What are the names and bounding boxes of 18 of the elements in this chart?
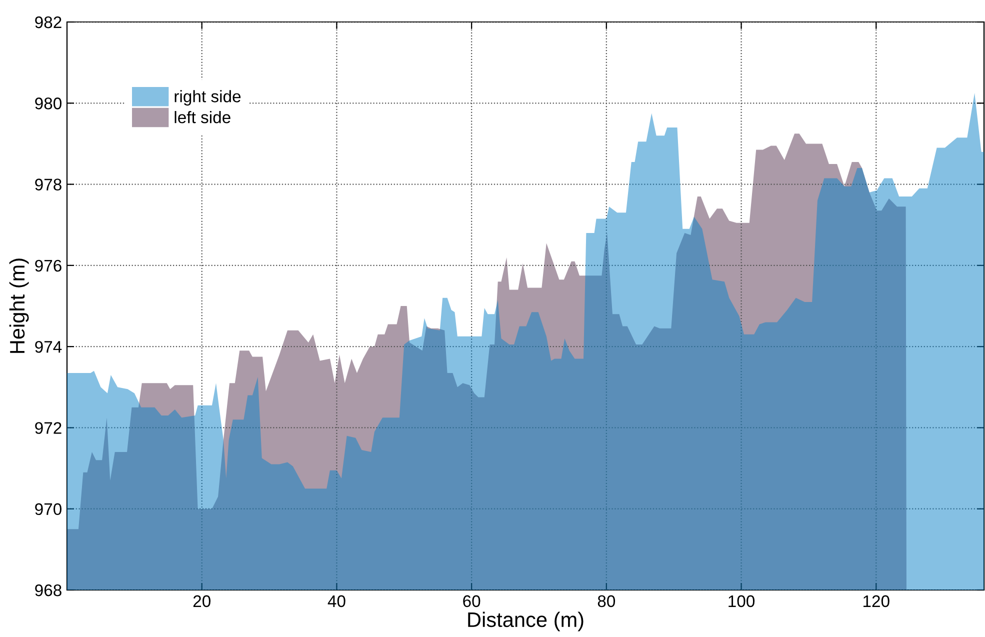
legend-label: left side bbox=[174, 111, 230, 124]
x-tick-label: 100 bbox=[728, 595, 755, 608]
x-axis-title: Distance (m) bbox=[468, 612, 584, 632]
x-tick-label: 40 bbox=[328, 595, 346, 608]
y-tick-label: 974 bbox=[35, 340, 62, 353]
y-tick-label: 972 bbox=[35, 422, 62, 434]
y-tick-label: 982 bbox=[35, 16, 62, 28]
x-tick-label: 120 bbox=[864, 595, 890, 608]
x-tick-label: 80 bbox=[598, 595, 616, 608]
y-tick-label: 980 bbox=[35, 98, 62, 110]
y-axis-title: Height (m) bbox=[9, 258, 29, 353]
y-tick-label: 970 bbox=[35, 503, 62, 516]
x-tick-label: 20 bbox=[193, 595, 210, 608]
legend-label: right side bbox=[174, 90, 241, 106]
y-tick-label: 976 bbox=[35, 260, 62, 272]
y-tick-label: 968 bbox=[35, 584, 62, 596]
y-tick-label: 978 bbox=[35, 178, 62, 190]
x-tick-label: 60 bbox=[463, 595, 480, 608]
